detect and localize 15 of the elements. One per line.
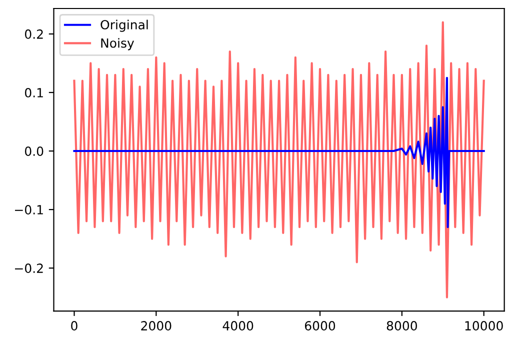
y-tick-label: −0.2 <box>15 264 43 274</box>
x-tick-label: 8000 <box>386 321 417 330</box>
x-tick-label: 4000 <box>222 321 254 330</box>
y-tick-label: 0.0 <box>24 146 44 156</box>
y-tick-label: 0.1 <box>24 88 43 98</box>
x-tick-label: 6000 <box>304 321 336 330</box>
y-tick-label: −0.1 <box>15 205 43 214</box>
y-tick-label: 0.2 <box>24 29 43 39</box>
line-series <box>73 76 485 228</box>
x-tick-label: 2000 <box>141 321 172 330</box>
x-tick-label: 10000 <box>465 321 503 330</box>
line-series <box>73 21 485 298</box>
legend-label: Original <box>100 20 148 32</box>
x-tick-label: 0 <box>71 321 78 330</box>
legend-label: Noisy <box>101 38 134 50</box>
